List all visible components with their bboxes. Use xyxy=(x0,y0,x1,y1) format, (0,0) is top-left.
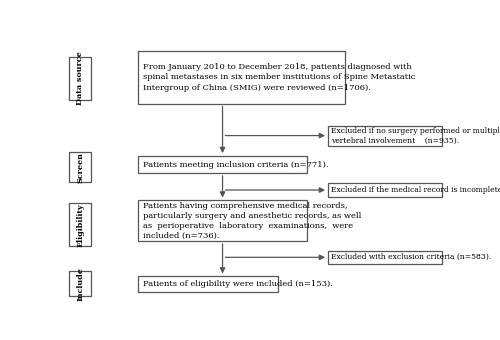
Text: Excluded with exclusion criteria (n=583).: Excluded with exclusion criteria (n=583)… xyxy=(331,253,492,261)
Bar xyxy=(138,51,346,104)
Text: Excluded if no surgery performed or multiple
vertebral involvement    (n=935).: Excluded if no surgery performed or mult… xyxy=(331,127,500,144)
Text: Excluded if the medical record is incomplete (n=35).: Excluded if the medical record is incomp… xyxy=(331,186,500,194)
Bar xyxy=(138,276,278,292)
Bar xyxy=(70,56,91,100)
Bar xyxy=(70,203,91,246)
Text: Eligibility: Eligibility xyxy=(76,203,84,246)
Bar xyxy=(70,271,91,296)
Text: Data source: Data source xyxy=(76,51,84,105)
Bar xyxy=(70,152,91,182)
Text: Screen: Screen xyxy=(76,152,84,183)
Bar xyxy=(138,156,306,173)
Bar xyxy=(138,201,306,241)
Text: Patients of eligibility were included (n=153).: Patients of eligibility were included (n… xyxy=(142,280,332,288)
Text: Include: Include xyxy=(76,267,84,301)
Bar xyxy=(328,126,442,146)
Bar xyxy=(328,251,442,264)
Text: From January 2010 to December 2018, patients diagnosed with
spinal metastases in: From January 2010 to December 2018, pati… xyxy=(142,63,415,91)
Text: Patients having comprehensive medical records,
particularly surgery and anesthet: Patients having comprehensive medical re… xyxy=(142,202,361,240)
Bar xyxy=(328,184,442,197)
Text: Patients meeting inclusion criteria (n=771).: Patients meeting inclusion criteria (n=7… xyxy=(142,160,328,169)
